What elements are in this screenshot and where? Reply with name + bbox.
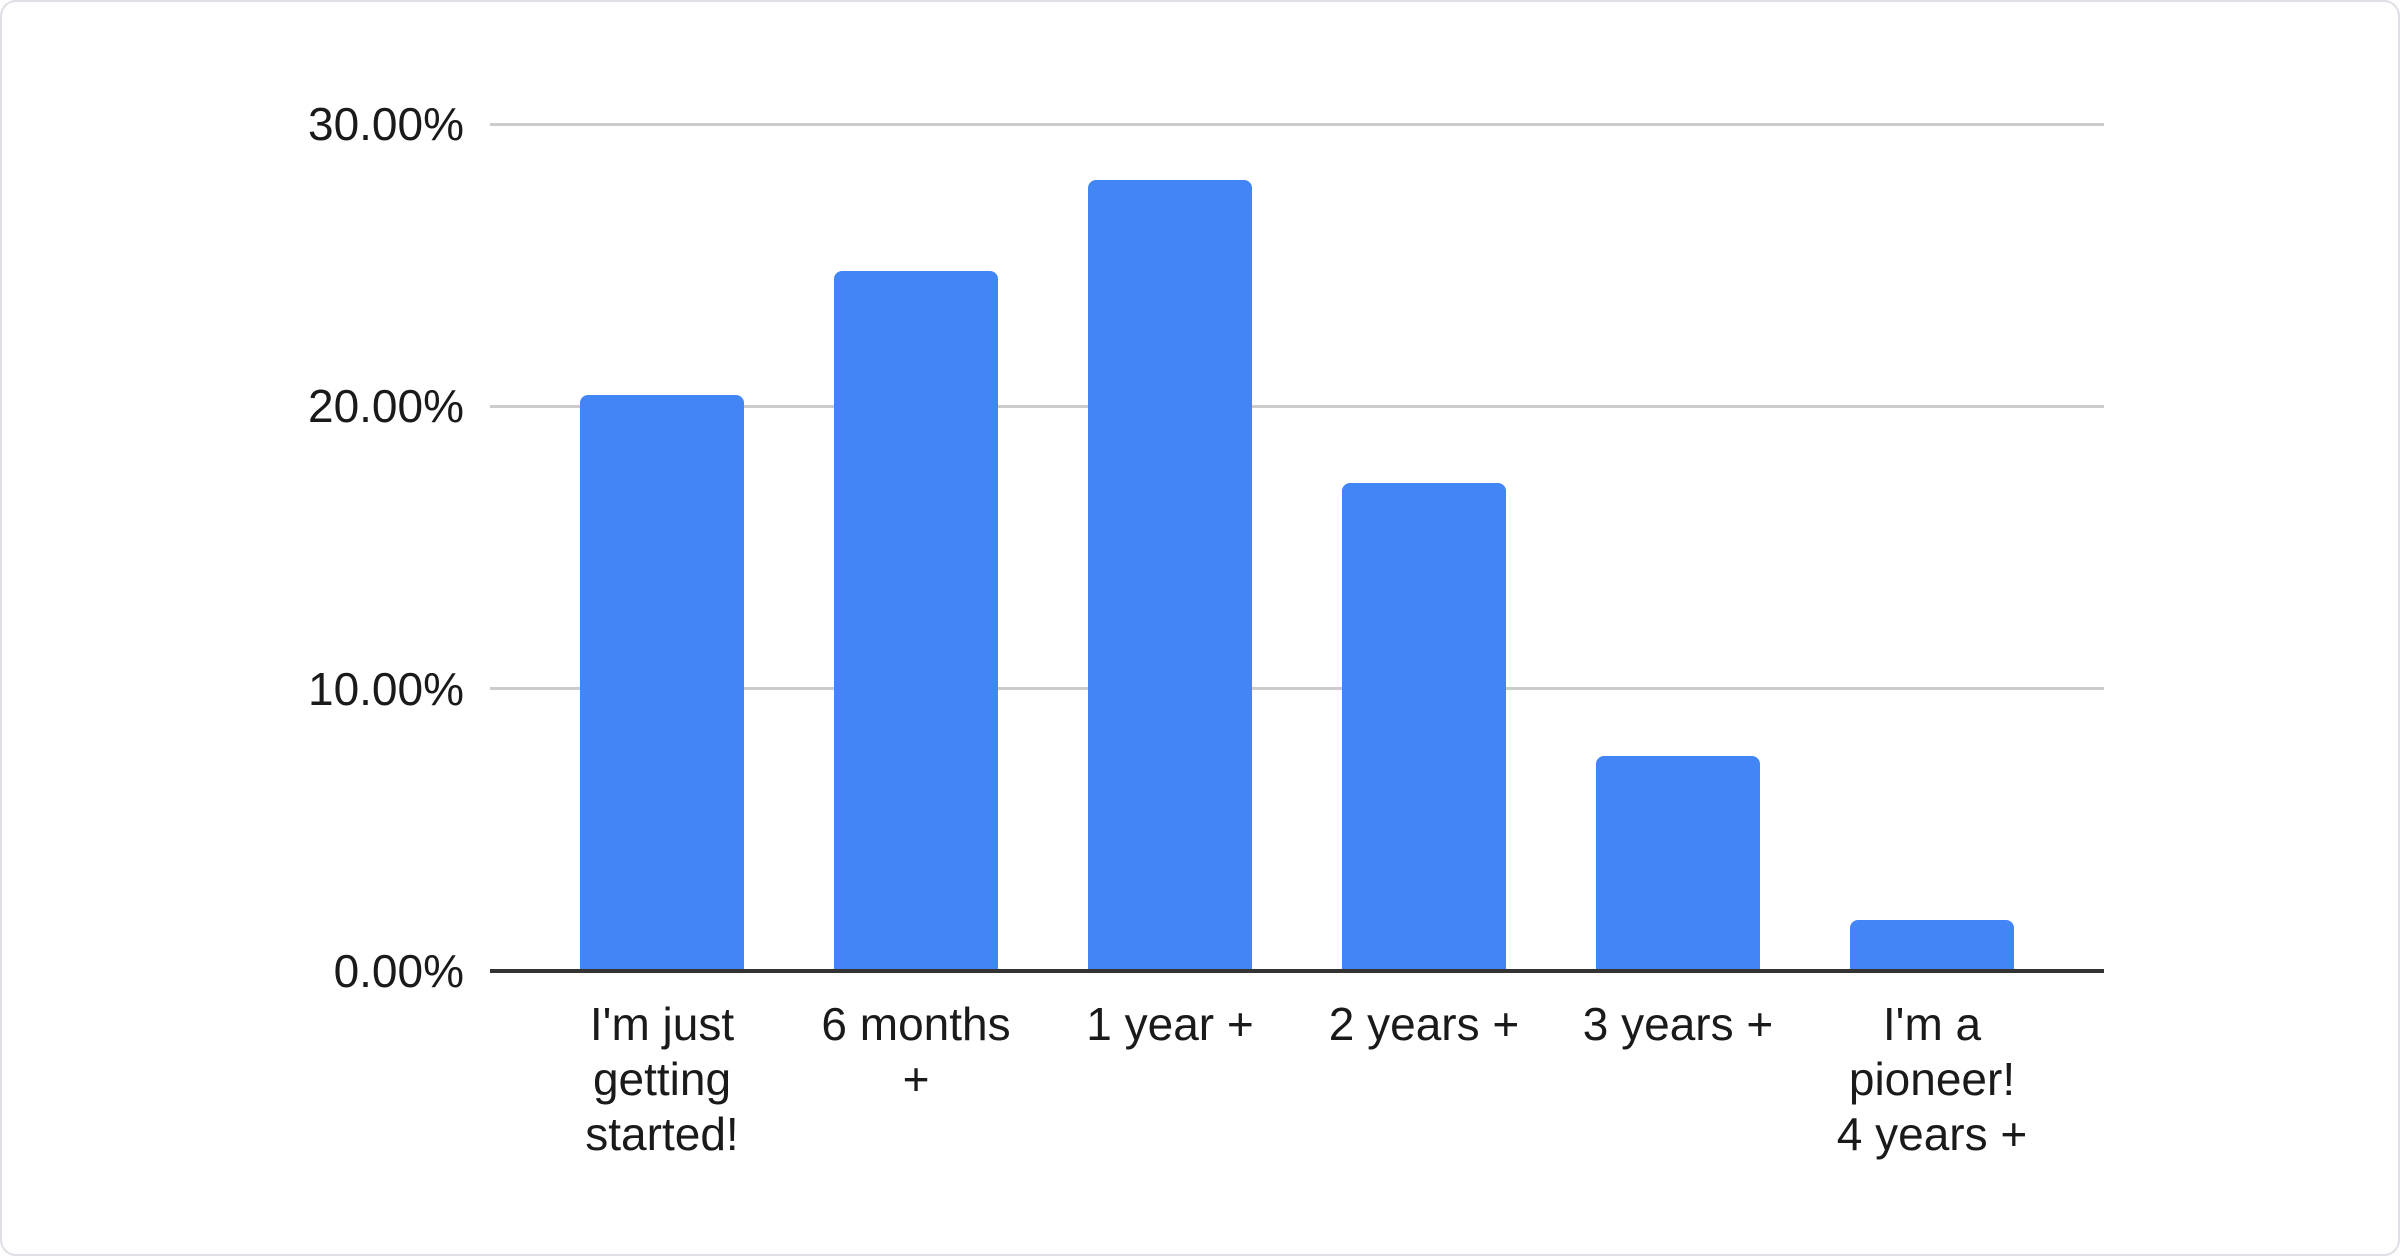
x-axis-label-line: pioneer! <box>1848 1053 2016 1105</box>
x-axis-category-label-1: 6 months + <box>789 997 1043 1162</box>
gridline-30 <box>490 122 2104 126</box>
x-axis-line <box>490 969 2104 973</box>
y-axis-tick-label: 30.00% <box>307 98 464 150</box>
x-axis-label-line: 6 months <box>821 998 1011 1050</box>
bar-band-3 <box>1297 124 1551 971</box>
x-axis-labels: I'm just getting started! 6 months +1 year +… <box>535 997 2059 1162</box>
x-axis-label-line: I'm a <box>1882 998 1982 1050</box>
x-axis-label-line: getting <box>592 1053 732 1105</box>
x-axis-label-line: + <box>902 1053 930 1105</box>
bars-area <box>535 124 2059 971</box>
y-axis-tick-label: 0.00% <box>333 945 464 997</box>
x-axis-category-label-5: I'm a pioneer! 4 years + <box>1805 997 2059 1162</box>
bar-band-0 <box>535 124 789 971</box>
x-axis-category-label-0: I'm just getting started! <box>535 997 789 1162</box>
bar-band-2 <box>1043 124 1297 971</box>
x-axis-label-line: 1 year + <box>1086 998 1254 1050</box>
x-axis-label-line: 3 years + <box>1582 998 1774 1050</box>
bar-5 <box>1850 920 2014 971</box>
bar-0 <box>580 395 744 971</box>
bar-band-5 <box>1805 124 2059 971</box>
x-axis-label-line: 4 years + <box>1836 1108 2028 1160</box>
gridline-20 <box>490 404 2104 408</box>
gridlines <box>490 122 2104 971</box>
y-axis-tick-label: 20.00% <box>307 380 464 433</box>
bar-3 <box>1342 482 1506 971</box>
y-axis-labels: 30.00% 20.00% 10.00% 0.00% <box>2 2 464 1254</box>
bar-band-4 <box>1551 124 1805 971</box>
x-axis-label-line: started! <box>585 1108 739 1160</box>
x-axis-category-label-2: 1 year + <box>1043 997 1297 1162</box>
x-axis-category-label-4: 3 years + <box>1551 997 1805 1162</box>
gridline-10 <box>490 687 2104 691</box>
bar-2 <box>1088 180 1252 971</box>
bar-4 <box>1596 756 1760 971</box>
bar-band-1 <box>789 124 1043 971</box>
x-axis-category-label-3: 2 years + <box>1297 997 1551 1162</box>
x-axis-label-line: 2 years + <box>1328 998 1520 1050</box>
bar-1 <box>834 270 998 971</box>
x-axis-label-line: I'm just <box>589 998 735 1050</box>
y-axis-tick-label: 10.00% <box>307 662 464 715</box>
plot-area <box>490 122 2104 973</box>
